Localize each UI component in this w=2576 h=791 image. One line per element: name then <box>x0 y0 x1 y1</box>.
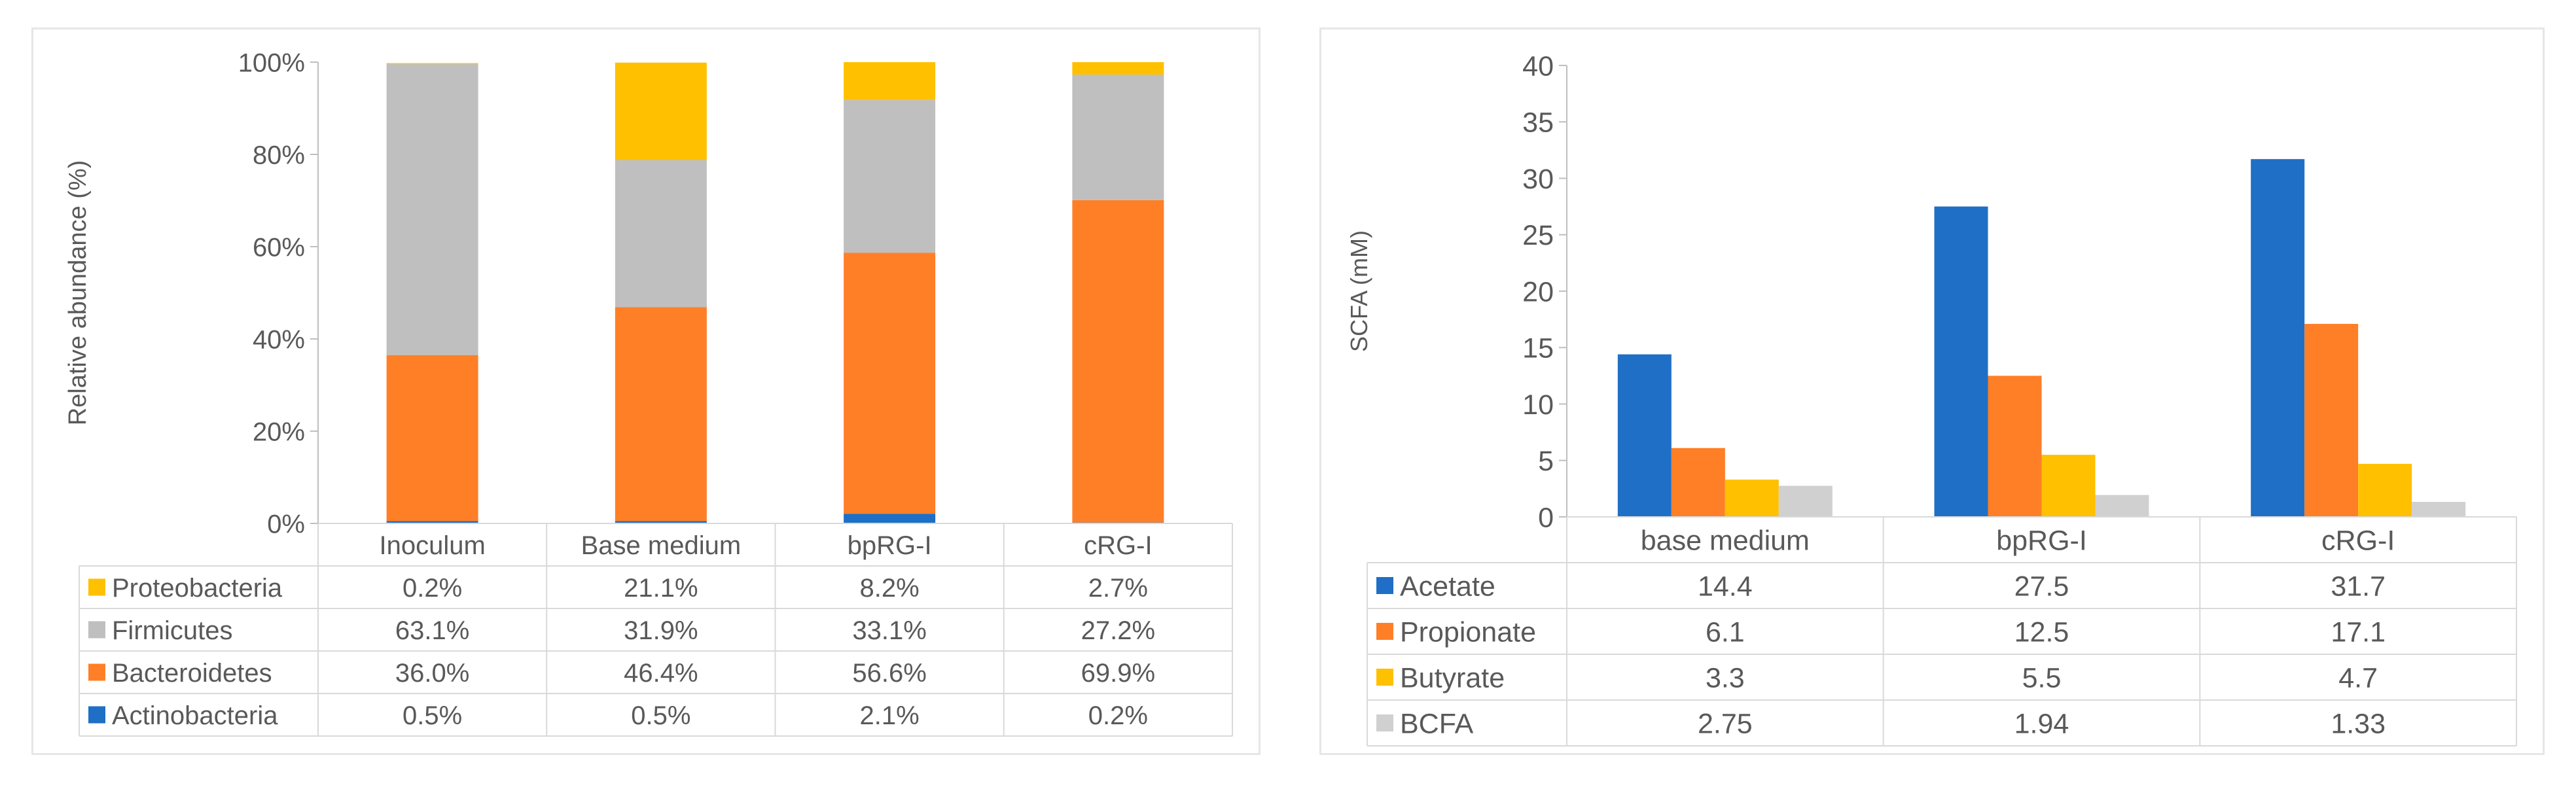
data-label-bcfa: 1.33 <box>2331 708 2386 739</box>
x-category-label: bpRG-I <box>1996 525 2087 556</box>
y-tick-label: 100% <box>238 48 305 77</box>
legend-label-butyrate: Butyrate <box>1400 662 1505 694</box>
legend-label-propionate: Propionate <box>1400 616 1536 648</box>
bar-acetate-bprg-i <box>1934 206 1988 517</box>
data-label-butyrate: 5.5 <box>2022 662 2062 694</box>
data-label-bacteroidetes: 46.4% <box>624 659 698 688</box>
data-label-propionate: 12.5 <box>2014 616 2069 648</box>
bar-propionate-crg-i <box>2304 324 2359 517</box>
y-tick-label: 35 <box>1522 107 1554 139</box>
y-tick-label: 0 <box>1538 502 1554 533</box>
x-category-label: cRG-I <box>2321 525 2395 556</box>
y-axis-title: SCFA (mM) <box>1346 230 1372 352</box>
legend-label-firmicutes: Firmicutes <box>112 616 232 645</box>
bar-firmicutes-inoculum <box>386 63 478 355</box>
bar-proteobacteria-bprg-i <box>844 62 936 100</box>
data-label-proteobacteria: 2.7% <box>1088 574 1148 603</box>
bar-butyrate-base-medium <box>1725 480 1779 517</box>
bar-actinobacteria-inoculum <box>386 521 478 523</box>
data-label-proteobacteria: 8.2% <box>860 574 920 603</box>
bar-firmicutes-base-medium <box>615 160 707 308</box>
y-tick-label: 30 <box>1522 164 1554 195</box>
y-tick-label: 10 <box>1522 389 1554 421</box>
legend-swatch-propionate <box>1376 623 1393 640</box>
y-axis-title: Relative abundance (%) <box>64 160 92 426</box>
bar-proteobacteria-base-medium <box>615 62 707 160</box>
data-label-bcfa: 2.75 <box>1698 708 1753 739</box>
legend-swatch-butyrate <box>1376 669 1393 686</box>
data-label-bcfa: 1.94 <box>2014 708 2069 739</box>
y-tick-label: 80% <box>253 141 305 169</box>
bar-butyrate-bprg-i <box>2041 455 2096 517</box>
bar-actinobacteria-base-medium <box>615 521 707 523</box>
scfa-chart: 0 5 10 15 20 25 30 35 40 SCFA (mM) base medium bpRG… <box>1346 50 2517 747</box>
x-category-label: base medium <box>1641 525 1810 556</box>
legend-label-proteobacteria: Proteobacteria <box>112 574 283 603</box>
y-tick-label: 60% <box>253 233 305 262</box>
y-tick-label: 40 <box>1522 50 1554 82</box>
bar-bcfa-crg-i <box>2412 502 2466 517</box>
bar-bacteroidetes-bprg-i <box>844 253 936 514</box>
bar-acetate-base-medium <box>1617 354 1672 517</box>
data-label-proteobacteria: 0.2% <box>402 574 462 603</box>
data-label-actinobacteria: 2.1% <box>860 701 920 730</box>
bar-firmicutes-crg-i <box>1072 75 1164 200</box>
data-label-bacteroidetes: 36.0% <box>395 659 469 688</box>
legend-swatch-bacteroidetes <box>88 663 105 681</box>
x-category-label: Inoculum <box>379 531 485 560</box>
x-category-label: cRG-I <box>1084 531 1152 560</box>
bar-butyrate-crg-i <box>2358 463 2412 517</box>
bar-bacteroidetes-crg-i <box>1072 200 1164 523</box>
relative-abundance-chart: 0% 20% 40% 60% 80% 100% Relative abundance (%)… <box>64 48 1233 737</box>
legend-swatch-acetate <box>1376 577 1393 594</box>
data-label-propionate: 6.1 <box>1706 616 1745 648</box>
bar-acetate-crg-i <box>2251 159 2305 518</box>
bar-bcfa-bprg-i <box>2095 495 2149 517</box>
bar-bacteroidetes-inoculum <box>386 355 478 521</box>
data-label-butyrate: 3.3 <box>1706 662 1745 694</box>
legend-label-actinobacteria: Actinobacteria <box>112 701 278 730</box>
bar-bacteroidetes-base-medium <box>615 307 707 521</box>
data-label-acetate: 31.7 <box>2331 571 2386 602</box>
legend-label-bacteroidetes: Bacteroidetes <box>112 659 272 688</box>
legend-swatch-firmicutes <box>88 621 105 639</box>
legend-label-acetate: Acetate <box>1400 571 1495 602</box>
data-label-bacteroidetes: 56.6% <box>852 659 926 688</box>
data-label-acetate: 27.5 <box>2014 571 2069 602</box>
data-label-butyrate: 4.7 <box>2338 662 2378 694</box>
legend-label-bcfa: BCFA <box>1400 708 1474 739</box>
legend-swatch-bcfa <box>1376 714 1393 731</box>
data-label-actinobacteria: 0.5% <box>631 701 690 730</box>
y-tick-label: 40% <box>253 325 305 354</box>
y-tick-label: 15 <box>1522 333 1554 364</box>
bar-proteobacteria-crg-i <box>1072 62 1164 75</box>
scfa-chart-panel: 0 5 10 15 20 25 30 35 40 SCFA (mM) base medium bpRG… <box>1319 27 2545 755</box>
x-category-label: bpRG-I <box>848 531 932 560</box>
y-tick-label: 5 <box>1538 446 1554 477</box>
data-label-firmicutes: 31.9% <box>624 616 698 645</box>
legend-swatch-actinobacteria <box>88 706 105 724</box>
data-label-propionate: 17.1 <box>2331 616 2386 648</box>
y-tick-label: 20% <box>253 417 305 446</box>
data-label-firmicutes: 33.1% <box>852 616 926 645</box>
legend-swatch-proteobacteria <box>88 578 105 596</box>
data-label-acetate: 14.4 <box>1698 571 1753 602</box>
abundance-chart-panel: 0% 20% 40% 60% 80% 100% Relative abundance (%)… <box>31 27 1261 755</box>
data-label-actinobacteria: 0.2% <box>1088 701 1148 730</box>
y-tick-label: 25 <box>1522 220 1554 251</box>
data-label-firmicutes: 63.1% <box>395 616 469 645</box>
bar-firmicutes-bprg-i <box>844 99 936 253</box>
bar-propionate-base-medium <box>1671 448 1725 517</box>
data-label-bacteroidetes: 69.9% <box>1081 659 1155 688</box>
bar-propionate-bprg-i <box>1988 376 2042 517</box>
data-label-proteobacteria: 21.1% <box>624 574 698 603</box>
y-tick-label: 0% <box>267 510 305 538</box>
y-tick-label: 20 <box>1522 276 1554 308</box>
bar-bcfa-base-medium <box>1778 485 1833 517</box>
bar-actinobacteria-bprg-i <box>844 514 936 523</box>
data-label-actinobacteria: 0.5% <box>402 701 462 730</box>
x-category-label: Base medium <box>581 531 742 560</box>
data-label-firmicutes: 27.2% <box>1081 616 1155 645</box>
